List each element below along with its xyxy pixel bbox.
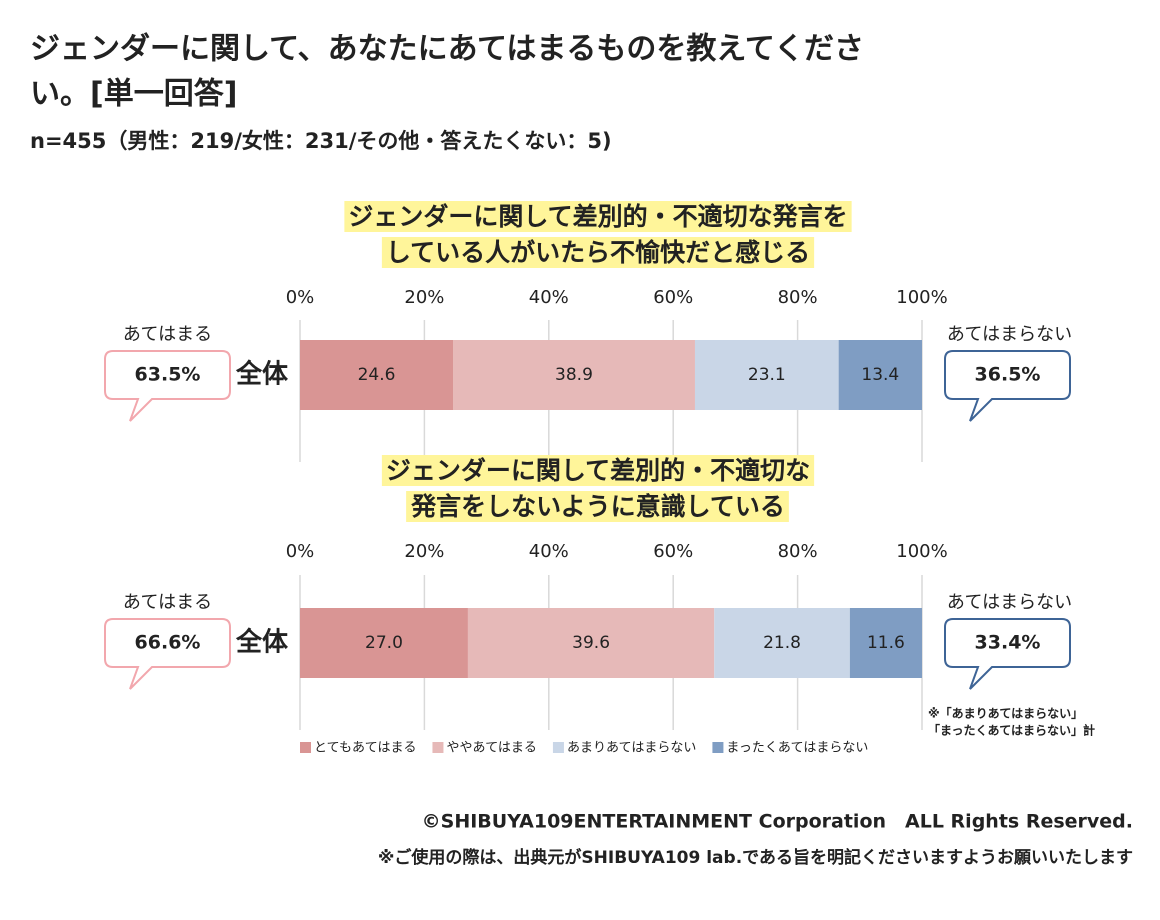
bar-segment [300,340,454,410]
x-tick-label: 100% [896,287,947,308]
value-label: 24.6 [358,365,396,385]
legend-label: あまりあてはまらない [567,741,696,756]
notice: ※ご使用の際は、出典元がSHIBUYA109 lab.である旨を明記くださいます… [378,847,1133,868]
bar-segment [838,340,922,410]
value-label: 38.9 [555,365,593,385]
chart-title-group: している人がいたら不愉快だと感じる [381,237,815,268]
bar-segment [300,608,468,678]
value-label: 23.1 [748,365,786,385]
x-tick-label: 100% [896,541,947,562]
title: い。[単一回答] [30,77,237,112]
legend-swatch [712,742,724,753]
callout-box [944,618,1071,690]
legend-label: とてもあてはまる [314,741,416,756]
x-tick-label: 20% [404,287,444,308]
legend-swatch [552,742,564,753]
subtitle: n=455（男性：219/女性：231/その他・答えたくない：5) [30,129,612,153]
x-tick-label: 80% [778,541,818,562]
legend-swatch [432,742,444,753]
category-label: 全体 [235,359,289,390]
x-tick-label: 40% [529,541,569,562]
chart-title: ジェンダーに関して差別的・不適切な [386,456,810,485]
callout-label: あてはまらない [947,592,1072,613]
x-tick-label: 40% [529,287,569,308]
bar-segment [849,608,922,678]
bar-segment [453,340,695,410]
callout-label: あてはまる [123,324,212,345]
chart-title: 発言をしないように意識している [410,492,785,521]
legend-label: ややあてはまる [446,741,536,756]
legend-swatch [300,742,311,753]
value-label: 11.6 [867,633,905,653]
category-label: 全体 [235,627,289,658]
chart-title: している人がいたら不愉快だと感じる [386,238,810,267]
callout-box [104,350,231,422]
x-tick-label: 80% [778,287,818,308]
value-label: 13.4 [861,365,899,385]
chart-title-group: 発言をしないように意識している [406,491,789,522]
bar-segment [714,608,850,678]
callout-value: 33.4% [975,632,1041,654]
title-highlight [381,455,815,486]
title-highlight [381,237,815,268]
title-highlight [344,201,852,232]
callout-value: 63.5% [135,364,201,386]
chart-title: ジェンダーに関して差別的・不適切な発言を [348,202,847,231]
callout-box [104,618,231,690]
bar-segment [694,340,839,410]
note: 「まったくあてはまらない」計 [928,723,1095,738]
callout-label: あてはまる [123,592,212,613]
x-tick-label: 0% [286,541,315,562]
x-tick-label: 60% [653,541,693,562]
copyright: ©SHIBUYA109ENTERTAINMENT Corporation ALL… [422,811,1133,833]
x-tick-label: 0% [286,287,315,308]
title-highlight [406,491,789,522]
value-label: 27.0 [365,633,403,653]
x-tick-label: 60% [653,287,693,308]
value-label: 39.6 [572,633,610,653]
callout-value: 66.6% [135,632,201,654]
bar-segment [467,608,715,678]
callout-value: 36.5% [975,364,1041,386]
callout-box [944,350,1071,422]
value-label: 21.8 [763,633,801,653]
chart-title-group: ジェンダーに関して差別的・不適切な [381,455,815,486]
title: ジェンダーに関して、あなたにあてはまるものを教えてくださ [30,32,864,67]
note: ※「あまりあてはまらない」 [928,706,1083,721]
x-tick-label: 20% [404,541,444,562]
chart-title-group: ジェンダーに関して差別的・不適切な発言を [344,201,852,232]
legend-label: まったくあてはまらない [726,741,868,756]
callout-label: あてはまらない [947,324,1072,345]
